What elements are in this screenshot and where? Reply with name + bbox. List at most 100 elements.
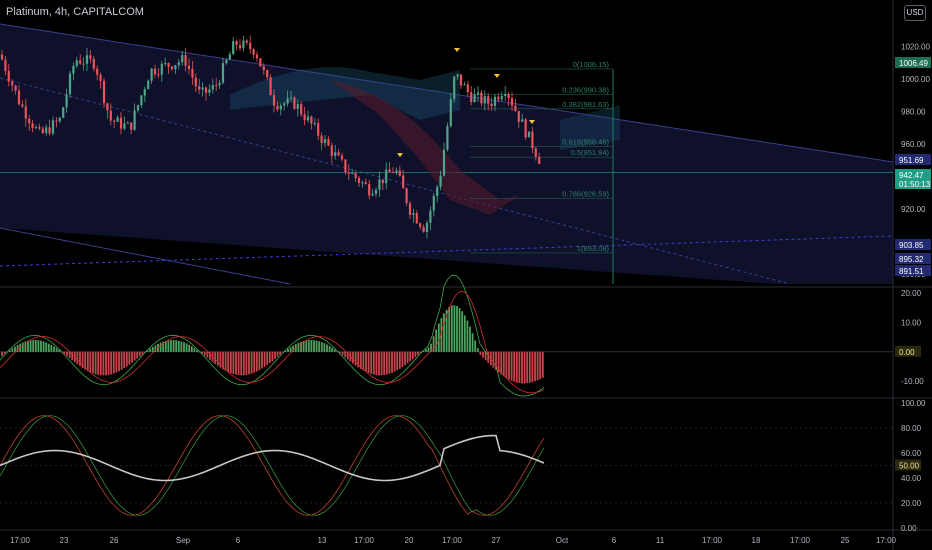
histogram-bar (435, 329, 438, 352)
histogram-bar (310, 340, 313, 352)
candle-body (82, 63, 85, 65)
histogram-bar (118, 351, 120, 372)
candle-body (347, 172, 350, 174)
chart-symbol-title: Platinum, 4h, CAPITALCOM (6, 6, 144, 18)
histogram-bar (411, 351, 414, 360)
histogram-bar (196, 349, 198, 352)
candle-body (160, 63, 163, 75)
histogram-bar (414, 351, 417, 358)
candle-body (371, 193, 374, 196)
candle-body (259, 58, 262, 67)
candle-body (449, 99, 452, 127)
histogram-bar (391, 351, 393, 373)
candle-body (293, 97, 296, 109)
histogram-bar (261, 351, 263, 369)
candle-body (279, 105, 282, 110)
candle-body (517, 111, 520, 122)
histogram-bar (313, 340, 315, 352)
histogram-bar (492, 351, 495, 368)
rsi-line (0, 434, 545, 482)
candle-body (157, 74, 160, 76)
candle-body (283, 103, 286, 106)
currency-button[interactable]: USD (904, 5, 926, 21)
candle-body (228, 54, 231, 60)
histogram-bar (81, 351, 84, 368)
candle-body (500, 95, 503, 100)
candle-body (344, 159, 347, 173)
histogram-bar (123, 351, 126, 369)
candle-body (446, 126, 449, 150)
midline-dashed (0, 77, 791, 285)
time-tick-label: 6 (612, 536, 617, 545)
time-tick-label: 26 (110, 536, 119, 545)
time-tick-label: 20 (405, 536, 414, 545)
histogram-bar (154, 345, 157, 352)
histogram-bar (534, 351, 536, 382)
candle-body (194, 77, 197, 87)
osc-tick-label: 20.00 (901, 289, 922, 298)
candle-body (45, 127, 48, 134)
candle-body (334, 152, 337, 156)
histogram-bar (216, 351, 219, 366)
candle-body (79, 60, 82, 64)
histogram-bar (357, 351, 360, 368)
candle-body (425, 222, 429, 232)
candle-body (415, 213, 418, 224)
histogram-bar (136, 351, 139, 359)
histogram-bar (281, 351, 284, 353)
candle-body (514, 105, 517, 112)
fib-label-0.5: 0.5(951.94) (571, 148, 610, 157)
candle-body (7, 71, 10, 82)
histogram-bar (188, 344, 191, 352)
histogram-bar (185, 343, 188, 352)
histogram-bar (203, 351, 206, 356)
price-label-box (895, 154, 931, 165)
histogram-bar (333, 349, 336, 352)
candle-body (507, 93, 510, 99)
candle-body (221, 63, 225, 83)
histogram-bar (292, 345, 295, 352)
candle-body (357, 177, 361, 183)
candle-body (456, 74, 459, 77)
candle-body (473, 94, 476, 103)
histogram-bar (3, 351, 6, 355)
signal-line (0, 291, 545, 394)
histogram-bar (326, 344, 328, 352)
candle-body (48, 127, 51, 134)
histogram-bar (151, 346, 154, 352)
histogram-bar (224, 351, 227, 371)
candle-body (204, 87, 208, 93)
rsi-tick-label: 100.00 (901, 399, 926, 408)
candle-body (28, 118, 31, 124)
histogram-bar (424, 349, 427, 352)
candle-body (340, 155, 344, 160)
histogram-bar (404, 351, 406, 366)
candle-body (55, 120, 58, 122)
histogram-bar (289, 347, 292, 352)
candle-body (96, 68, 99, 75)
histogram-bar (258, 351, 261, 371)
candle-body (317, 123, 320, 136)
candle-body (408, 203, 412, 215)
time-tick-label: 25 (841, 536, 850, 545)
price-label-box (895, 239, 931, 250)
histogram-bar (250, 351, 253, 374)
candle-body (143, 89, 146, 96)
candle-body (296, 104, 299, 109)
histogram-bar (248, 351, 250, 375)
histogram-bar (362, 351, 365, 371)
time-tick-label: 6 (236, 536, 241, 545)
histogram-bar (227, 351, 230, 373)
time-tick-label: 11 (656, 536, 665, 545)
candle-body (364, 182, 367, 184)
histogram-bar (531, 351, 534, 383)
histogram-bar (120, 351, 123, 370)
candle-body (181, 55, 184, 63)
histogram-bar (276, 351, 279, 357)
candle-body (531, 131, 534, 149)
time-axis: 17:00 23 26 Sep 6 13 17:00 20 17:00 27 Oct 6 11 17:00… (10, 536, 897, 545)
fib-label-1: 1(893.08) (577, 244, 610, 253)
candle-body (58, 117, 61, 122)
fib-label-0.618: 0.618(958.46) (562, 138, 609, 147)
